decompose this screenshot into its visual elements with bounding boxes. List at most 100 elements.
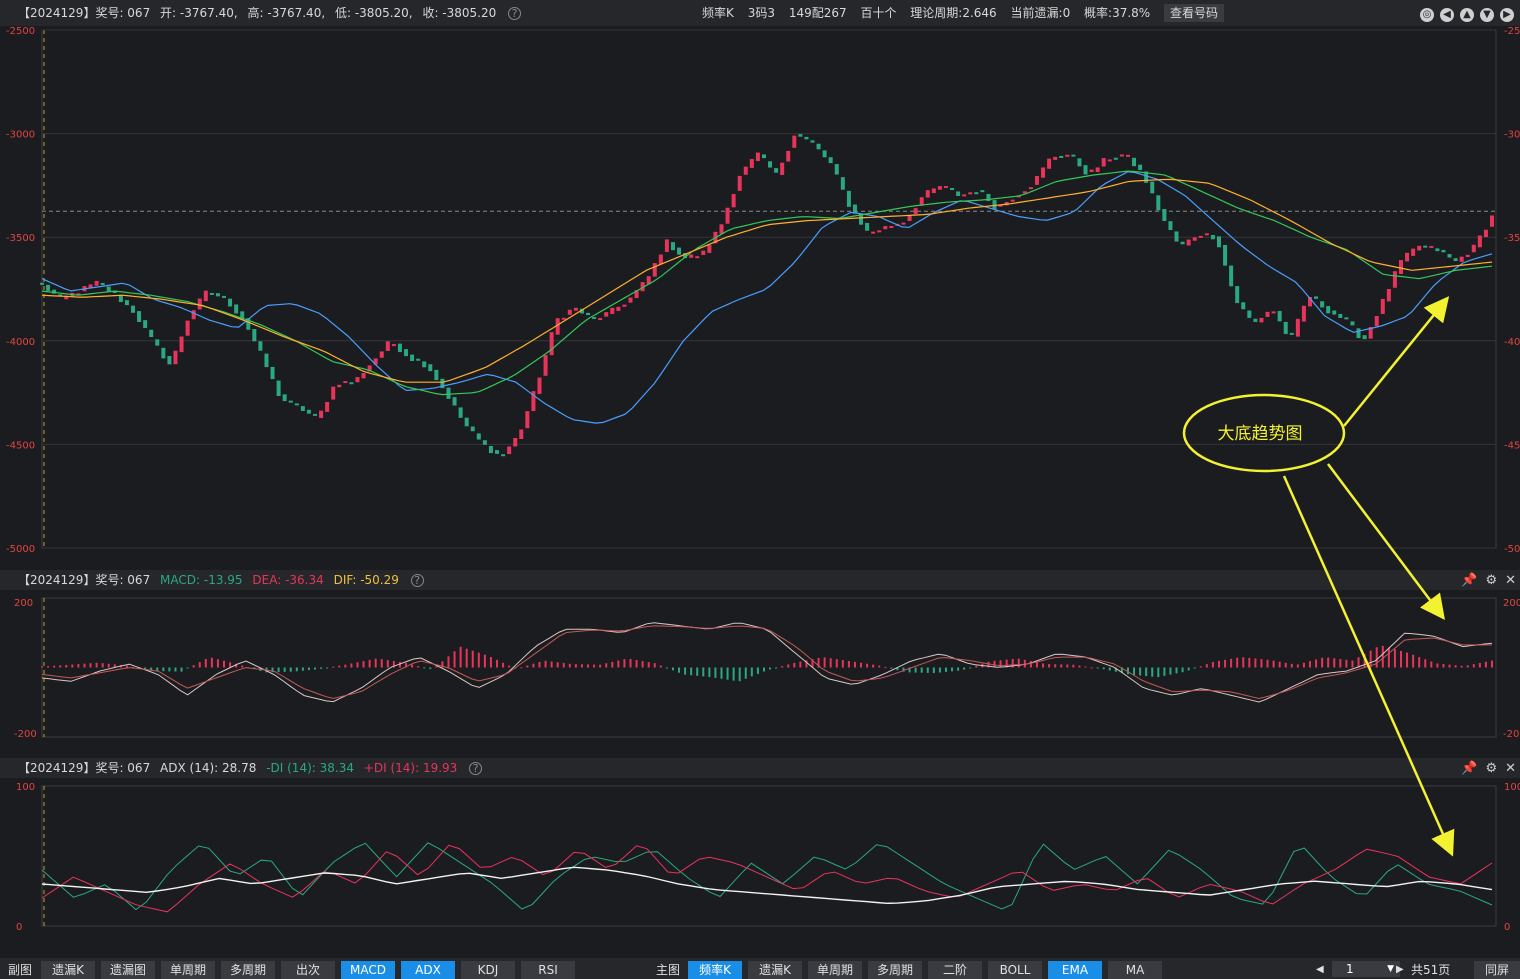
macd-bar bbox=[587, 664, 590, 668]
macd-bar bbox=[326, 667, 329, 669]
macd-bar bbox=[210, 657, 213, 668]
next-page-icon[interactable]: ▶ bbox=[1396, 964, 1404, 975]
candle bbox=[234, 304, 239, 314]
candle bbox=[203, 290, 208, 302]
macd-bar bbox=[1351, 660, 1354, 668]
candle bbox=[616, 306, 621, 311]
macd-bar bbox=[1278, 661, 1281, 668]
macd-bar bbox=[1327, 657, 1330, 668]
tab-1[interactable]: 频率K bbox=[688, 961, 742, 979]
candle bbox=[695, 256, 700, 259]
candle bbox=[1150, 181, 1155, 194]
close-icon[interactable]: ✕ bbox=[1505, 573, 1516, 588]
candle bbox=[1380, 298, 1385, 314]
rule-label: 3码3 bbox=[747, 6, 775, 20]
macd-help-icon[interactable]: ? bbox=[410, 574, 424, 587]
candle bbox=[1362, 335, 1367, 340]
candle bbox=[476, 433, 481, 440]
tab-3[interactable]: 单周期 bbox=[808, 961, 862, 979]
up-icon[interactable]: ▲ bbox=[1460, 8, 1474, 22]
down-icon[interactable]: ▼ bbox=[1480, 8, 1494, 22]
adx-line-2 bbox=[41, 844, 1493, 913]
tab-6[interactable]: MACD bbox=[341, 961, 395, 979]
tab-1[interactable]: 遗漏K bbox=[41, 961, 95, 979]
tab-9[interactable]: RSI bbox=[521, 961, 575, 979]
macd-bar bbox=[71, 664, 74, 668]
macd-bar bbox=[423, 667, 426, 669]
candle bbox=[810, 140, 815, 143]
forward-icon[interactable]: ▶ bbox=[1500, 8, 1514, 22]
y-tick-label-right: -35 bbox=[1504, 233, 1520, 244]
tab-2[interactable]: 遗漏K bbox=[748, 961, 802, 979]
candle bbox=[919, 197, 924, 206]
macd-bar bbox=[77, 664, 80, 668]
macd-bar bbox=[750, 667, 753, 677]
tab-4[interactable]: 多周期 bbox=[221, 961, 275, 979]
gear-icon[interactable]: ⚙ bbox=[1485, 761, 1498, 776]
candle bbox=[246, 318, 251, 330]
pin-icon[interactable]: 📌 bbox=[1461, 573, 1478, 588]
candle bbox=[937, 186, 942, 190]
adx-chart[interactable]: 100 100 0 0 bbox=[0, 778, 1520, 958]
check-numbers-button[interactable]: 查看号码 bbox=[1164, 4, 1225, 22]
y-tick-label-right: -200 bbox=[1503, 729, 1520, 740]
macd-bar bbox=[283, 667, 286, 672]
candle bbox=[355, 377, 360, 383]
tab-3[interactable]: 单周期 bbox=[161, 961, 215, 979]
adx-header: 【2024129】奖号: 067 ADX (14): 28.78 -DI (14… bbox=[0, 758, 1520, 778]
y-tick-label: -3000 bbox=[6, 130, 35, 141]
y-tick-label: 200 bbox=[14, 598, 33, 609]
tab-4[interactable]: 多周期 bbox=[868, 961, 922, 979]
candlestick-chart[interactable]: -2500 -25 -3000 -30 -3500 -35 -4000 -40 -4500 -45… bbox=[0, 26, 1520, 568]
candle bbox=[1028, 187, 1033, 190]
candle bbox=[1314, 296, 1319, 299]
macd-chart[interactable]: 200 200 -200 -200 bbox=[0, 590, 1520, 758]
macd-bar bbox=[526, 665, 529, 668]
macd-bar bbox=[459, 646, 462, 668]
candle bbox=[1338, 313, 1343, 318]
tab-2[interactable]: 遗漏图 bbox=[101, 961, 155, 979]
macd-bar bbox=[1266, 659, 1269, 668]
tab-7[interactable]: ADX bbox=[401, 961, 455, 979]
candle bbox=[598, 318, 603, 321]
candle bbox=[1095, 167, 1100, 172]
prev-page-icon[interactable]: ◀ bbox=[1316, 964, 1324, 975]
candle bbox=[737, 175, 742, 191]
macd-bar bbox=[920, 667, 923, 673]
candle bbox=[816, 143, 821, 150]
close-icon[interactable]: ✕ bbox=[1505, 761, 1516, 776]
candle bbox=[373, 358, 378, 365]
tab-8[interactable]: KDJ bbox=[461, 961, 515, 979]
candle bbox=[1356, 328, 1361, 339]
macd-bar bbox=[1181, 667, 1184, 673]
help-icon[interactable]: ? bbox=[508, 7, 522, 20]
gear-icon[interactable]: ⚙ bbox=[1485, 573, 1498, 588]
macd-bar bbox=[1217, 660, 1220, 668]
tab-5[interactable]: 二阶 bbox=[928, 961, 982, 979]
open-value: 开: -3767.40, bbox=[160, 6, 238, 20]
macd-bar bbox=[186, 667, 189, 669]
target-icon[interactable]: ◎ bbox=[1420, 8, 1434, 22]
adx-help-icon[interactable]: ? bbox=[469, 762, 483, 775]
macd-bar bbox=[902, 667, 905, 672]
back-icon[interactable]: ◀ bbox=[1440, 8, 1454, 22]
candle bbox=[1204, 233, 1209, 236]
candle bbox=[1034, 176, 1039, 185]
macd-bar bbox=[356, 662, 359, 668]
sync-screen-button[interactable]: 同屏 bbox=[1474, 961, 1520, 979]
pin-icon[interactable]: 📌 bbox=[1461, 761, 1478, 776]
candle bbox=[422, 361, 427, 368]
candle bbox=[1138, 164, 1143, 171]
candle bbox=[488, 446, 493, 454]
tab-7[interactable]: EMA bbox=[1048, 961, 1102, 979]
tab-8[interactable]: MA bbox=[1108, 961, 1162, 979]
page-select[interactable]: 1 ▼ bbox=[1332, 961, 1400, 977]
tab-5[interactable]: 出次 bbox=[281, 961, 335, 979]
candle bbox=[306, 409, 311, 414]
tab-6[interactable]: BOLL bbox=[988, 961, 1042, 979]
macd-bar bbox=[65, 664, 68, 668]
macd-dif-line bbox=[41, 622, 1493, 703]
chart-type-label: 频率K bbox=[702, 6, 734, 20]
adx-issue: 【2024129】奖号: 067 bbox=[18, 761, 151, 775]
macd-bar bbox=[1339, 659, 1342, 668]
